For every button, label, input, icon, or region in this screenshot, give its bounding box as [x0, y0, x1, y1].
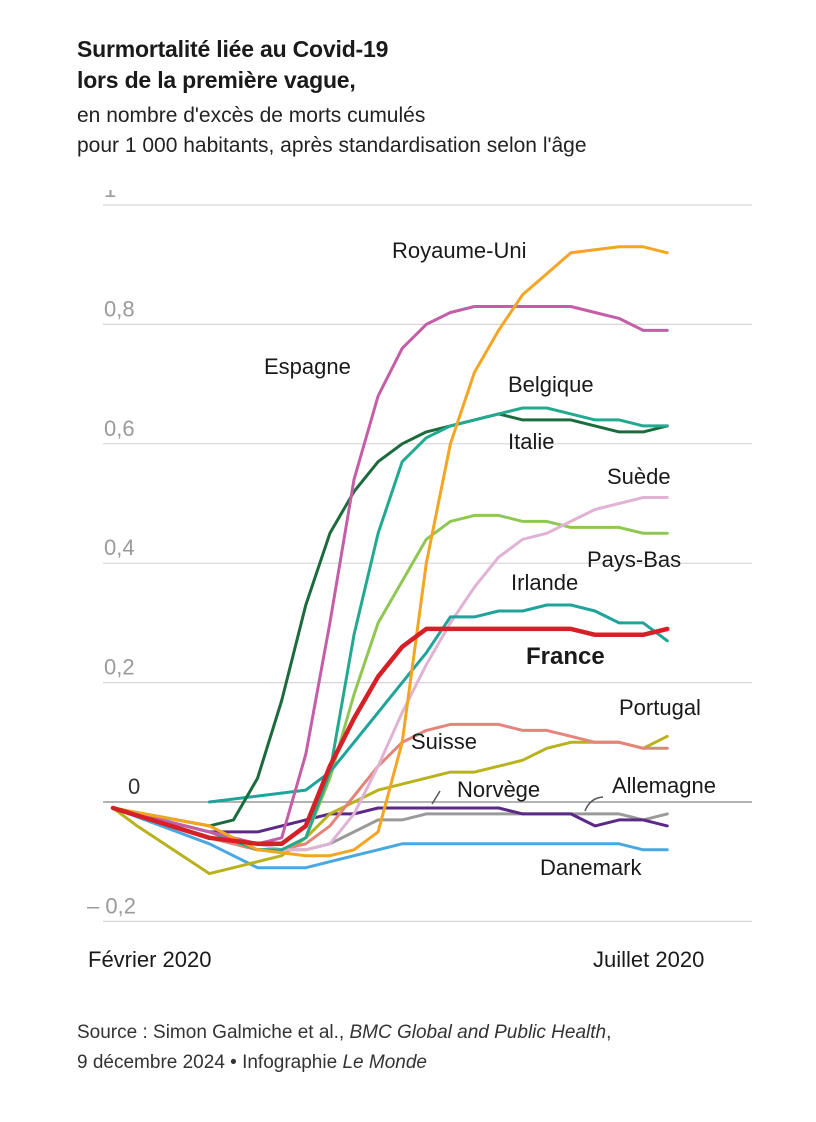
chart-subtitle: en nombre d'excès de morts cumulés pour …: [77, 101, 777, 161]
chart-title-line2: lors de la première vague,: [77, 67, 356, 93]
y-tick-label-0: 1: [104, 190, 116, 202]
series-label-12: Danemark: [540, 855, 642, 880]
chart-title-line1: Surmortalité liée au Covid-19: [77, 36, 389, 62]
series-label-3: Italie: [508, 429, 554, 454]
source-date: 9 décembre 2024 • Infographie: [77, 1052, 343, 1073]
series-labels: Royaume-Uni Espagne Belgique Italie Suède Pay…: [264, 238, 716, 880]
y-axis-ticks: 1 0,8 0,6 0,4 0,2 0 – 0,2: [87, 190, 140, 918]
series-line-france: [110, 626, 670, 847]
leader-norvege: [431, 790, 441, 805]
series-line-portugal: [111, 734, 669, 876]
chart-title: Surmortalité liée au Covid-19 lors de la…: [77, 34, 777, 96]
series-line-espagne: [111, 305, 669, 846]
y-tick-label-5: 0: [128, 774, 140, 799]
series-label-5: Pays-Bas: [587, 547, 681, 572]
x-axis: Février 2020 Juillet 2020: [88, 947, 704, 972]
series-label-6: Irlande: [511, 570, 578, 595]
source-prefix: Source : Simon Galmiche et al.,: [77, 1022, 350, 1043]
series-line-belgique: [111, 406, 669, 852]
series-line-irlande: [207, 603, 669, 804]
source-publisher: Le Monde: [342, 1052, 427, 1073]
x-axis-start-label: Février 2020: [88, 947, 212, 972]
series-line-suede: [111, 496, 669, 852]
series-label-10: Norvège: [457, 777, 540, 802]
y-tick-label-2: 0,6: [104, 416, 135, 441]
series-label-2: Belgique: [508, 372, 594, 397]
line-chart: 1 0,8 0,6 0,4 0,2 0 – 0,2 Royaume-Uni Espagne Be…: [87, 190, 752, 972]
y-tick-label-4: 0,2: [104, 655, 135, 680]
series-lines: [110, 245, 670, 876]
y-tick-label-1: 0,8: [104, 296, 135, 321]
series-line-danemark: [111, 806, 669, 870]
leader-allemagne: [584, 796, 604, 812]
series-line-royaume-uni: [111, 245, 669, 858]
series-label-7: France: [526, 643, 605, 670]
source-note: Source : Simon Galmiche et al., BMC Glob…: [77, 1018, 797, 1078]
series-label-4: Suède: [607, 464, 671, 489]
series-line-italie: [111, 412, 669, 828]
y-tick-label-3: 0,4: [104, 535, 135, 560]
y-tick-label-6: – 0,2: [87, 893, 136, 918]
chart-subtitle-line1: en nombre d'excès de morts cumulés: [77, 104, 426, 127]
series-label-11: Allemagne: [612, 773, 716, 798]
chart-subtitle-line2: pour 1 000 habitants, après standardisat…: [77, 134, 587, 157]
source-journal: BMC Global and Public Health: [349, 1022, 607, 1043]
series-label-0: Royaume-Uni: [392, 238, 527, 263]
source-comma: ,: [606, 1022, 612, 1043]
series-label-9: Suisse: [411, 729, 477, 754]
series-label-1: Espagne: [264, 354, 351, 379]
x-axis-end-label: Juillet 2020: [593, 947, 704, 972]
series-label-8: Portugal: [619, 695, 701, 720]
